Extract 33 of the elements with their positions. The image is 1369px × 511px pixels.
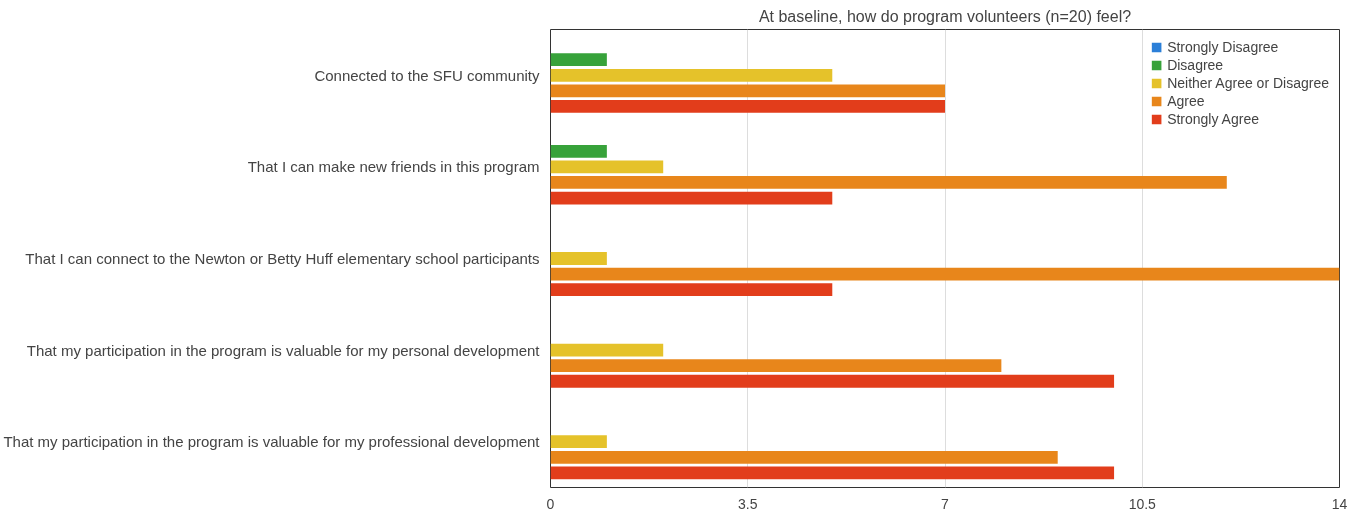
bar bbox=[550, 359, 1002, 373]
y-tick-label: Connected to the SFU community bbox=[314, 66, 540, 84]
legend-label: Disagree bbox=[1167, 57, 1224, 73]
y-tick-label: That my participation in the program is valuable for my professional development bbox=[3, 433, 541, 451]
bar bbox=[550, 68, 833, 82]
bar bbox=[550, 191, 833, 205]
bar bbox=[550, 84, 945, 98]
bar bbox=[550, 267, 1340, 281]
y-tick-label: That I can make new friends in this program bbox=[247, 158, 540, 176]
legend-label: Agree bbox=[1167, 93, 1205, 109]
bar bbox=[550, 450, 1058, 464]
y-tick-label: That I can connect to the Newton or Betty Huff elementary school participants bbox=[25, 250, 540, 267]
legend-label: Strongly Agree bbox=[1167, 111, 1259, 127]
x-tick-label: 0 bbox=[546, 495, 555, 511]
legend-label: Neither Agree or Disagree bbox=[1167, 75, 1329, 91]
bar bbox=[550, 160, 664, 174]
bar bbox=[550, 435, 607, 449]
bar bbox=[550, 100, 945, 113]
y-tick-label: That my participation in the program is valuable for my personal development bbox=[26, 341, 541, 359]
legend-label: Strongly Disagree bbox=[1167, 39, 1279, 55]
chart-title: At baseline, how do program volunteers (n=20) feel? bbox=[758, 7, 1132, 25]
bar bbox=[550, 466, 1115, 480]
x-tick-label: 14 bbox=[1331, 495, 1348, 511]
bar bbox=[550, 176, 1227, 189]
bar bbox=[550, 374, 1115, 388]
x-tick-label: 7 bbox=[941, 495, 950, 511]
bar bbox=[550, 53, 607, 67]
x-tick-label: 3.5 bbox=[738, 495, 758, 511]
bar bbox=[550, 343, 664, 357]
bar bbox=[550, 144, 607, 158]
bar bbox=[550, 283, 833, 297]
bar bbox=[550, 252, 607, 265]
x-tick-label: 10.5 bbox=[1128, 495, 1157, 511]
